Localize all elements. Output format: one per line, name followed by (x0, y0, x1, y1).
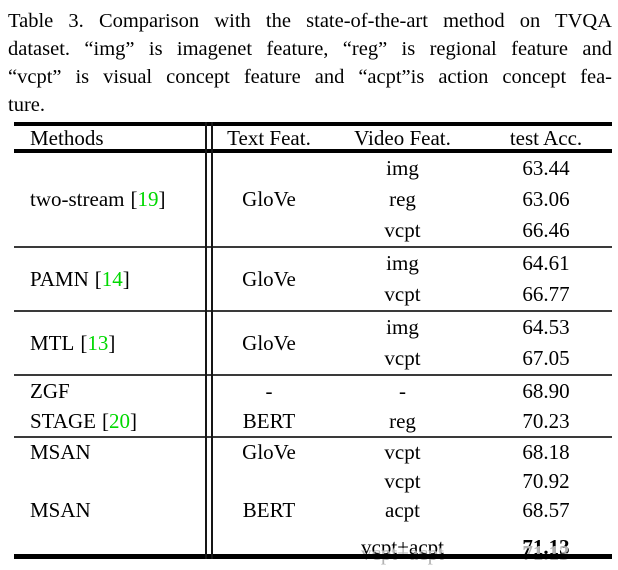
caption-line: ture. (8, 94, 45, 116)
bracket: ] (108, 330, 116, 355)
video-feat-cell: img (386, 251, 419, 275)
method-cell: ZGF (14, 376, 213, 406)
citation: [14] (95, 267, 130, 292)
citation: [13] (80, 331, 115, 356)
text-feat-cell: GloVe (242, 330, 296, 355)
acc-cell: 68.57 (522, 498, 570, 522)
header-text-feat: Text Feat. (227, 126, 311, 150)
method-name: two-stream (30, 187, 125, 211)
acc-text: 71.13 (522, 535, 570, 554)
text-feat-cell: GloVe (242, 187, 296, 211)
text-feat-cell: GloVe (242, 440, 296, 464)
video-feat-text: vcpt+acpt (361, 535, 444, 554)
table-section-mtl: MTL [13] GloVe img 64.53 vcpt 67.05 (14, 312, 612, 374)
video-feat-cell: vcpt (384, 218, 421, 242)
method-name: MSAN (30, 498, 91, 522)
caption-line: “vcpt” is visual concept feature and “ac… (8, 66, 612, 88)
column-divider (211, 122, 213, 559)
acc-cell: 63.06 (522, 187, 570, 211)
table-caption: Table 3. Comparison with the state-of-th… (8, 7, 612, 119)
acc-cell: 63.44 (522, 156, 570, 180)
citation: [19] (130, 187, 165, 212)
video-feat-cell: img (386, 315, 419, 339)
video-feat-cell: - (399, 378, 406, 403)
acc-cell: 66.77 (522, 282, 570, 306)
rule-top (14, 122, 612, 126)
method-name: PAMN (30, 266, 89, 291)
bracket: [ (94, 266, 102, 291)
citation: [20] (102, 409, 137, 434)
method-cell: two-stream [19] (14, 153, 213, 246)
method-cell: MSAN (14, 438, 213, 467)
header-test-acc: test Acc. (509, 126, 583, 150)
method-cell: MSAN (14, 496, 213, 525)
text-feat-cell: - (265, 378, 273, 403)
method-cell: PAMN [14] (14, 248, 213, 310)
clipped-text-ghost: 71.13 (522, 541, 570, 565)
text-feat-cell: BERT (242, 408, 296, 433)
video-feat-cell-clipped: vcpt+acpt (325, 525, 480, 554)
bracket: [ (101, 408, 109, 433)
video-feat-cell: img (386, 156, 419, 180)
text-feat-cell: GloVe (242, 266, 296, 291)
clipped-text-ghost: vcpt+acpt (361, 541, 444, 565)
acc-cell: 70.92 (522, 469, 570, 493)
acc-cell: 64.61 (522, 251, 570, 275)
caption-line: dataset. “img” is imagenet feature, “reg… (8, 38, 612, 60)
bracket: [ (80, 330, 88, 355)
bracket: ] (122, 266, 130, 291)
table-section-two-stream: two-stream [19] GloVe img 63.44 reg 63.0… (14, 153, 612, 246)
citation-number[interactable]: 19 (137, 187, 159, 211)
method-cell: STAGE [20] (14, 406, 213, 436)
method-name: ZGF (30, 378, 70, 403)
citation-number[interactable]: 20 (108, 408, 130, 433)
rule-section-divider (14, 374, 612, 376)
acc-cell-clipped: 71.13 (480, 525, 612, 554)
video-feat-cell: vcpt (384, 346, 421, 370)
header-video-feat: Video Feat. (354, 126, 451, 150)
header-row: Methods Text Feat. Video Feat. test Acc. (14, 126, 612, 150)
method-name: MSAN (30, 440, 91, 464)
citation-number[interactable]: 13 (87, 330, 109, 355)
acc-cell: 68.18 (522, 440, 570, 464)
rule-section-divider (14, 246, 612, 248)
video-feat-cell: vcpt (384, 440, 421, 464)
rule-section-divider (14, 436, 612, 438)
header-methods: Methods (30, 126, 104, 150)
acc-cell: 66.46 (522, 218, 570, 242)
method-cell: MTL [13] (14, 312, 213, 374)
video-feat-cell: vcpt (384, 282, 421, 306)
bracket: [ (130, 187, 138, 211)
method-name: STAGE (30, 408, 96, 433)
rule-section-divider (14, 310, 612, 312)
rule-bottom (14, 554, 612, 559)
video-feat-cell: reg (389, 187, 416, 211)
text-feat-cell: BERT (242, 498, 296, 522)
acc-cell: 70.23 (522, 408, 570, 433)
bracket: ] (129, 408, 137, 433)
acc-cell: 67.05 (522, 346, 570, 370)
video-feat-cell: acpt (385, 498, 420, 522)
results-table: Methods Text Feat. Video Feat. test Acc.… (14, 122, 612, 565)
table-section-zgf-stage: ZGF - - 68.90 STAGE [20] BERT reg 70.23 (14, 376, 612, 436)
column-divider (205, 122, 207, 559)
video-feat-cell: vcpt (384, 469, 421, 493)
table-section-msan: MSAN GloVe vcpt 68.18 vcpt 70.92 MSAN BE… (14, 438, 612, 565)
caption-line: Table 3. Comparison with the state-of-th… (8, 10, 612, 32)
rule-header-bottom (14, 149, 612, 153)
acc-cell: 64.53 (522, 315, 570, 339)
bracket: ] (158, 187, 166, 211)
method-name: MTL (30, 330, 75, 355)
table-section-pamn: PAMN [14] GloVe img 64.61 vcpt 66.77 (14, 248, 612, 310)
acc-cell: 68.90 (522, 378, 570, 403)
citation-number[interactable]: 14 (101, 266, 123, 291)
video-feat-cell: reg (389, 408, 416, 433)
